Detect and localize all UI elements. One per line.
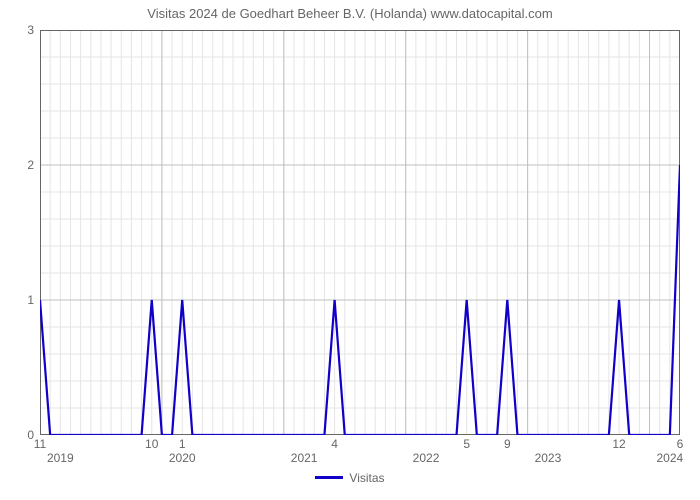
x-month-label: 1 [179, 437, 186, 451]
x-year-label: 2023 [535, 451, 562, 465]
x-month-label: 10 [145, 437, 158, 451]
x-year-label: 2019 [47, 451, 74, 465]
x-year-label: 2022 [413, 451, 440, 465]
x-year-label: 2020 [169, 451, 196, 465]
x-month-label: 4 [331, 437, 338, 451]
x-year-label: 2021 [291, 451, 318, 465]
legend-swatch [315, 476, 343, 479]
chart-title: Visitas 2024 de Goedhart Beheer B.V. (Ho… [0, 6, 700, 21]
legend-label: Visitas [349, 471, 384, 485]
y-tick-label: 1 [27, 293, 40, 307]
chart-svg [40, 30, 680, 435]
legend: Visitas [0, 470, 700, 485]
plot-area: 012311101459126201920202021202220232024 [40, 30, 680, 435]
x-month-label: 12 [612, 437, 625, 451]
y-tick-label: 2 [27, 158, 40, 172]
x-month-label: 9 [504, 437, 511, 451]
y-tick-label: 3 [27, 23, 40, 37]
x-month-label: 11 [34, 437, 46, 451]
x-month-label: 5 [463, 437, 470, 451]
x-year-label: 2024 [656, 451, 683, 465]
chart-container: Visitas 2024 de Goedhart Beheer B.V. (Ho… [0, 0, 700, 500]
x-month-label: 6 [677, 437, 684, 451]
